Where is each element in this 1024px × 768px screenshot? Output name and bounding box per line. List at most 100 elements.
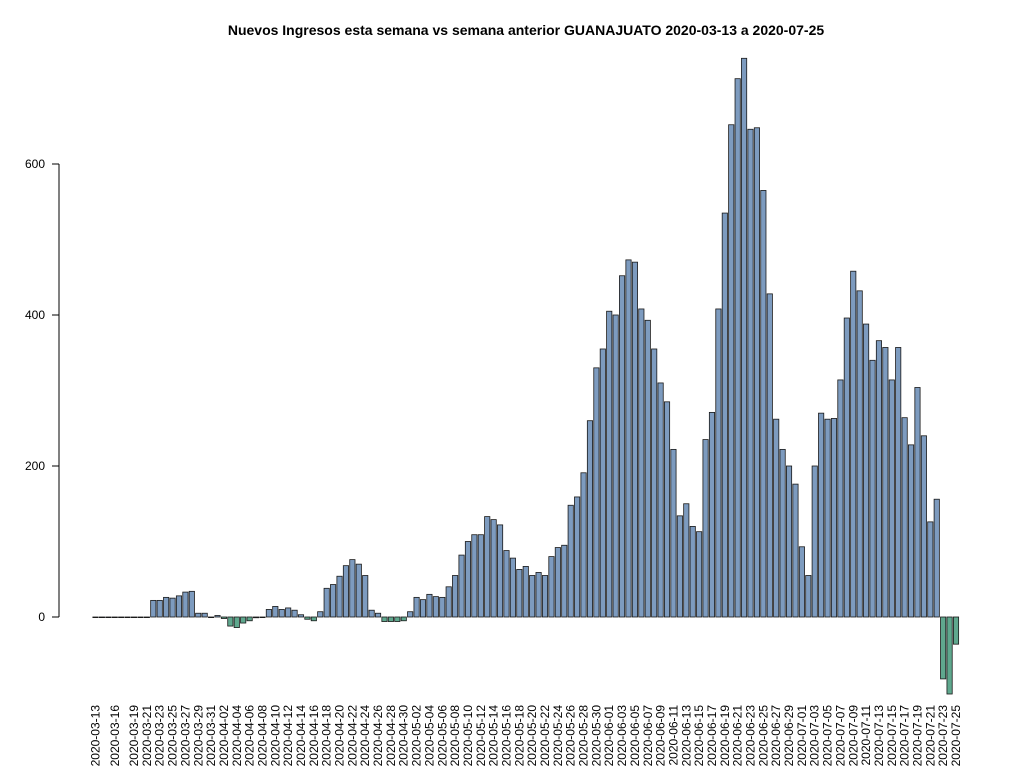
x-tick-label: 2020-03-21 (140, 705, 154, 767)
x-tick-label: 2020-07-11 (859, 705, 873, 766)
bar-positive (895, 347, 902, 618)
x-tick-label: 2020-07-19 (910, 705, 924, 767)
bar-positive (741, 57, 748, 618)
bar-positive (259, 616, 266, 619)
bar-positive (882, 347, 889, 618)
bar-positive (612, 314, 619, 618)
x-tick-label: 2020-06-19 (718, 705, 732, 767)
x-tick-label: 2020-07-13 (872, 705, 886, 767)
bar-positive (708, 411, 716, 618)
bar-positive (541, 575, 549, 618)
bar-positive (163, 596, 170, 618)
bar-negative (946, 616, 953, 695)
bar-positive (156, 599, 163, 618)
x-tick-label: 2020-07-15 (885, 705, 899, 767)
x-tick-label: 2020-04-08 (255, 705, 269, 767)
bar-positive (619, 275, 626, 618)
bar-positive (798, 546, 805, 618)
bar-positive (927, 521, 934, 618)
bar-positive (792, 483, 799, 618)
bar-positive (330, 584, 337, 618)
bar-positive (670, 448, 677, 618)
bar-positive (830, 418, 838, 618)
bar-negative (387, 616, 394, 622)
bar-positive (124, 616, 131, 619)
bar-positive (843, 317, 850, 618)
x-tick-label: 2020-07-17 (898, 705, 912, 767)
bar-negative (227, 616, 234, 627)
x-tick-label: 2020-05-24 (551, 705, 565, 767)
bar-positive (747, 128, 754, 618)
bar-positive (317, 611, 324, 618)
bar-positive (606, 310, 613, 618)
bar-positive (439, 596, 446, 618)
bar-positive (875, 340, 882, 618)
bar-positive (137, 616, 144, 619)
x-axis: 2020-03-13 2020-03-16 2020-03-192020-03-21… (89, 705, 964, 767)
x-tick-label: 2020-06-17 (705, 705, 719, 767)
x-tick-label: 2020-03-27 (178, 705, 192, 767)
x-tick-label: 2020-05-26 (564, 705, 578, 767)
bar-positive (111, 616, 118, 619)
x-tick-label: 2020-07-23 (936, 705, 950, 767)
x-tick-label: 2020-05-16 (499, 705, 513, 767)
bar-positive (818, 412, 825, 618)
bar-positive (175, 595, 183, 618)
x-tick-label: 2020-04-02 (217, 705, 231, 767)
bar-positive (734, 78, 741, 618)
x-tick-label: 2020-04-18 (320, 705, 334, 767)
bar-positive (786, 465, 793, 618)
bar-positive (715, 308, 722, 618)
x-tick-label: 2020-06-29 (782, 705, 796, 767)
x-tick-label: 2020-03-19 (127, 705, 141, 767)
y-tick-label: 0 (38, 610, 45, 624)
bar-positive (728, 124, 735, 618)
bar-positive (182, 591, 189, 618)
bar-positive (413, 596, 420, 618)
bar-positive (323, 587, 330, 618)
x-tick-label: 2020-06-23 (744, 705, 758, 767)
bar-positive (272, 606, 279, 618)
x-tick-label: 2020-06-05 (628, 705, 642, 767)
bar-positive (908, 444, 915, 618)
x-tick-label: 2020-06-09 (654, 705, 668, 767)
x-tick-label: 2020-05-20 (525, 705, 539, 767)
bar-positive (760, 190, 767, 618)
bar-positive (869, 359, 876, 618)
bar-negative (240, 616, 247, 624)
bar-positive (432, 596, 439, 618)
bar-positive (509, 557, 516, 618)
bar-negative (253, 616, 260, 619)
bar-positive (888, 379, 895, 618)
bar-positive (458, 554, 465, 618)
y-axis: 0 200 400 600 (25, 157, 60, 624)
bar-positive (503, 550, 510, 618)
x-tick-label: 2020-04-10 (268, 705, 282, 767)
bar-negative (233, 616, 240, 628)
x-tick-label: 2020-04-30 (397, 705, 411, 767)
y-tick-label: 400 (25, 308, 45, 322)
bar-positive (497, 524, 504, 618)
bar-positive (285, 607, 292, 618)
x-tick-label: 2020-05-02 (410, 705, 424, 767)
y-tick-label: 200 (25, 459, 45, 473)
bar-positive (407, 611, 414, 618)
bar-positive (452, 575, 459, 618)
bar-negative (940, 616, 947, 680)
bar-positive (683, 503, 690, 618)
bar-positive (779, 448, 786, 618)
bar-positive (336, 575, 343, 618)
bar-positive (593, 367, 600, 618)
bar-positive (516, 569, 523, 618)
x-tick-label: 2020-03-23 (153, 705, 167, 767)
x-tick-label: 2020-05-18 (512, 705, 526, 767)
bar-positive (150, 599, 157, 618)
y-tick-label: 600 (25, 157, 45, 171)
bar-positive (901, 417, 908, 618)
bar-negative (220, 616, 227, 619)
bar-negative (304, 616, 311, 620)
bar-positive (805, 575, 812, 618)
bar-positive (567, 504, 574, 618)
x-tick-label: 2020-05-30 (589, 705, 603, 767)
